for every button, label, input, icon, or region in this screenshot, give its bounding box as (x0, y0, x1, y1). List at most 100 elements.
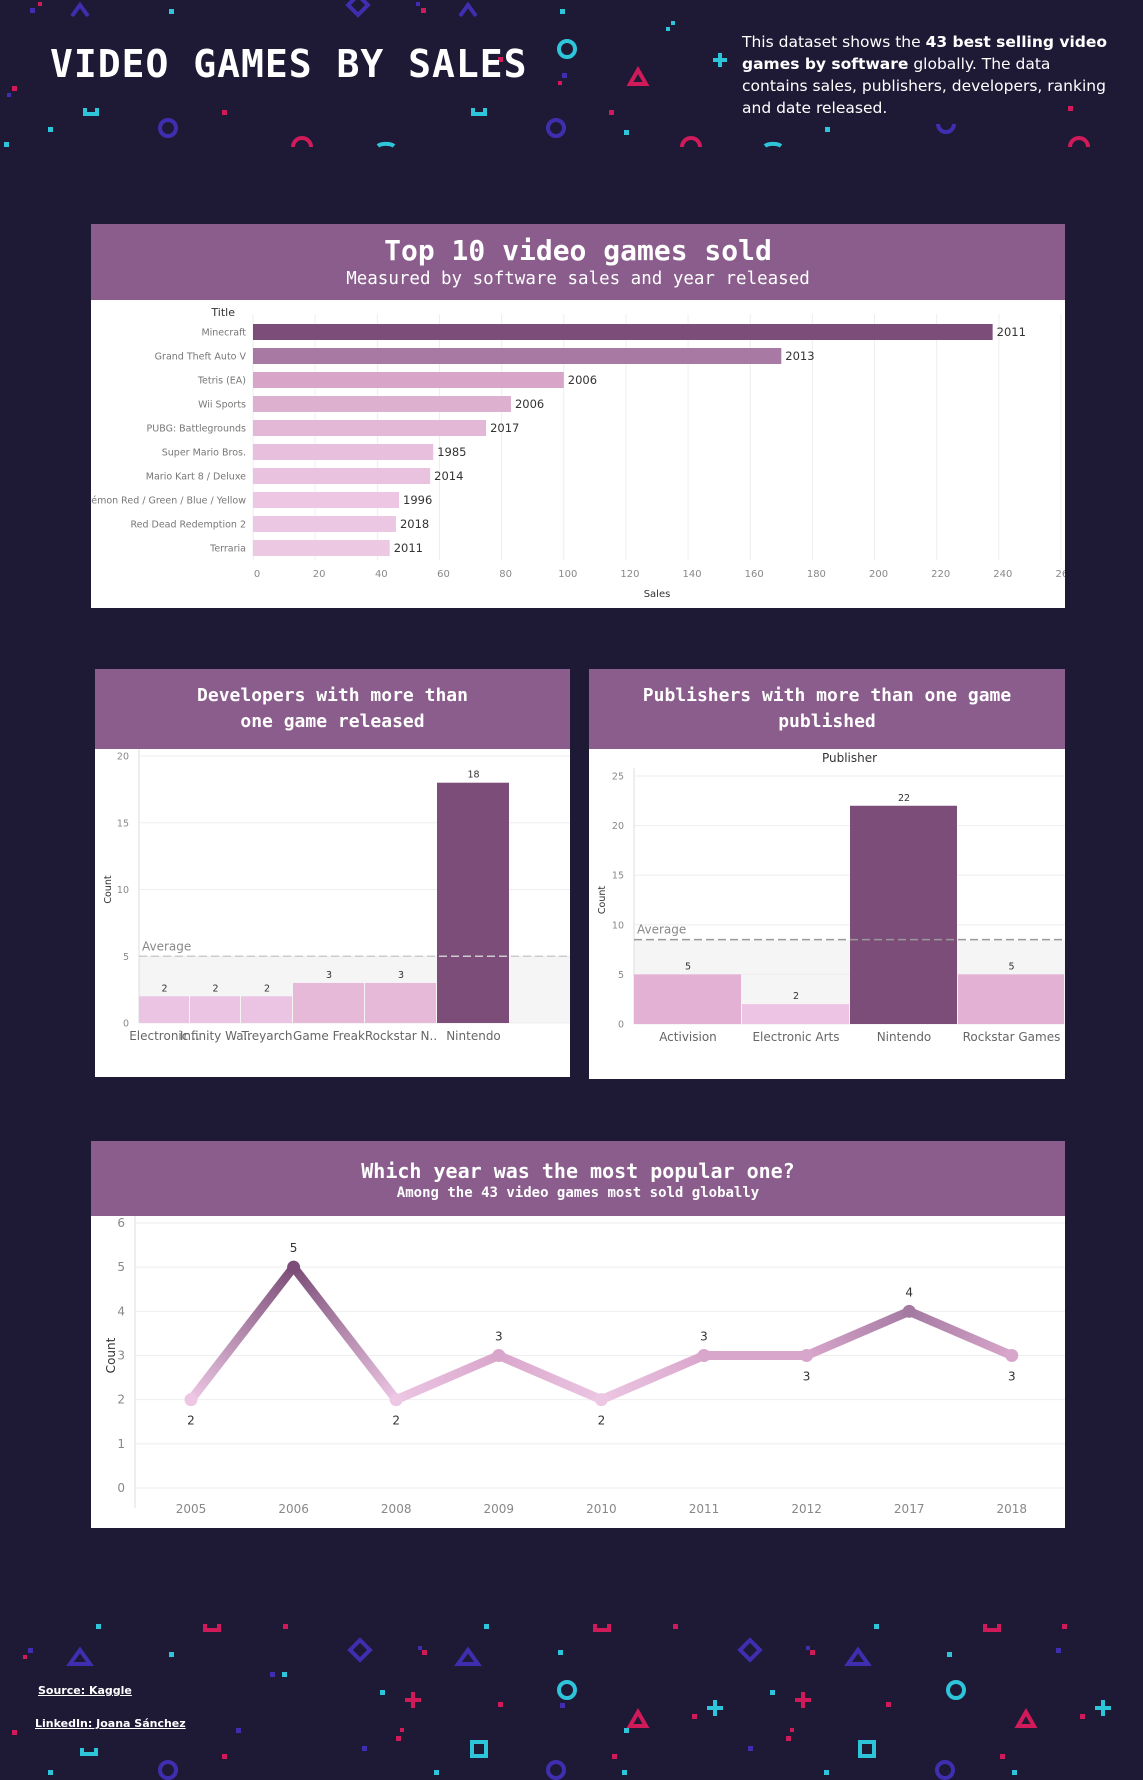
y-axis-title: Count (597, 886, 608, 914)
bar-label-9: 2011 (394, 541, 423, 555)
developers-header: Developers with more than one game relea… (95, 669, 570, 749)
bar-label-0: 2 (161, 983, 167, 994)
developers-panel: Developers with more than one game relea… (95, 669, 570, 1077)
point-label-4: 2 (598, 1414, 606, 1428)
x-tick-label-8: 2018 (997, 1502, 1028, 1516)
developers-chart: 0 5 10 15 20 Count 2 Electronic .. 2 Infinity Wa.… (103, 749, 570, 1043)
years-panel: Which year was the most popular one? Amo… (91, 1141, 1065, 1528)
category-label-2: Nintendo (877, 1030, 932, 1044)
x-tick-label-3: 2009 (484, 1502, 515, 1516)
publishers-chart: 0 5 10 15 20 25 Count 5 Activision 2 Electronic Ar… (589, 749, 1065, 1044)
category-label-4: Rockstar N.. (365, 1029, 437, 1043)
x-tick-label-8: 160 (745, 569, 764, 580)
bar-label-7: 1996 (403, 493, 432, 507)
point-label-2: 2 (392, 1414, 400, 1428)
line-segment-6 (802, 1306, 914, 1360)
line-segment-7 (904, 1306, 1017, 1360)
bar-4 (253, 420, 487, 436)
bar-5 (437, 782, 509, 1023)
y-tick-label-3: 15 (117, 818, 129, 829)
y-axis-title: Count (104, 1337, 118, 1373)
bar-label-8: 2018 (400, 517, 429, 531)
x-tick-label-1: 20 (313, 569, 326, 580)
line-segment-4 (596, 1351, 709, 1405)
category-label-0: Electronic .. (129, 1029, 200, 1043)
line-segment-0 (186, 1262, 299, 1405)
description-highlight: 43 best selling video games by software (742, 33, 1108, 73)
x-axis-title: Sales (644, 589, 671, 600)
category-label-9: Terraria (209, 544, 246, 555)
dataset-description: This dataset shows the 43 best selling v… (742, 31, 1112, 119)
y-tick-label-1: 5 (123, 952, 129, 963)
category-label-3: Rockstar Games (963, 1030, 1061, 1044)
y-tick-label-3: 15 (612, 871, 624, 882)
y-tick-label-5: 5 (117, 1260, 125, 1274)
bar-label-4: 3 (398, 970, 404, 981)
bar-0 (634, 974, 741, 1024)
bar-2 (850, 805, 957, 1024)
bar-0 (253, 324, 993, 340)
category-label-1: Electronic Arts (752, 1030, 839, 1044)
bar-3 (293, 982, 364, 1023)
y-tick-label-0: 0 (123, 1019, 129, 1030)
years-header: Which year was the most popular one? Amo… (91, 1141, 1065, 1216)
bar-label-1: 2013 (785, 349, 814, 363)
bar-1 (190, 996, 240, 1023)
x-tick-label-0: 0 (254, 569, 260, 580)
description-suffix: globally. The data contains sales, publi… (742, 55, 1106, 117)
x-tick-label-1: 2006 (278, 1502, 309, 1516)
line-segment-2 (391, 1351, 504, 1405)
x-axis-title: Publisher (822, 751, 877, 765)
bar-label-3: 3 (326, 970, 332, 981)
axis-title-backdrop (589, 749, 634, 767)
y-tick-label-4: 20 (117, 752, 129, 763)
bar-1 (253, 348, 782, 364)
point-label-7: 4 (905, 1285, 913, 1299)
category-label-2: Treyarch (241, 1029, 293, 1043)
point-label-6: 3 (803, 1370, 811, 1384)
category-label-7: Pokémon Red / Green / Blue / Yellow (91, 496, 246, 507)
point-4 (594, 1393, 608, 1407)
y-tick-label-5: 25 (612, 772, 624, 783)
bar-label-1: 2 (793, 991, 799, 1002)
y-tick-label-4: 4 (117, 1304, 125, 1318)
top-games-header: Top 10 video games sold Measured by soft… (91, 224, 1065, 300)
bar-label-6: 2014 (434, 469, 463, 483)
point-3 (492, 1349, 506, 1362)
top-games-subtitle: Measured by software sales and year rele… (346, 269, 810, 289)
average-label: Average (142, 939, 191, 953)
y-tick-label-0: 0 (117, 1481, 125, 1495)
category-label-1: Grand Theft Auto V (155, 352, 247, 363)
point-8 (1005, 1349, 1019, 1362)
point-5 (697, 1349, 711, 1362)
x-tick-label-4: 80 (499, 569, 512, 580)
line-segment-1 (289, 1262, 401, 1405)
bar-label-1: 2 (212, 983, 218, 994)
bar-1 (742, 1004, 849, 1024)
bar-label-3: 5 (1008, 961, 1014, 972)
top-games-chart: 0 20 40 60 80 100 120 140 160 180 200 220 240 260 Titl… (91, 306, 1065, 600)
x-tick-label-5: 2011 (689, 1502, 720, 1516)
bar-label-0: 5 (685, 961, 691, 972)
linkedin-link[interactable]: LinkedIn: Joana Sánchez (35, 1717, 186, 1730)
y-tick-label-3: 3 (117, 1349, 125, 1363)
average-label: Average (637, 923, 686, 937)
bar-4 (365, 982, 436, 1023)
bar-2 (253, 372, 564, 388)
bar-3 (958, 974, 1064, 1024)
bar-label-2: 2 (264, 983, 270, 994)
x-tick-label-2: 2008 (381, 1502, 412, 1516)
line-segment-3 (494, 1351, 606, 1405)
publishers-title: Publishers with more than one game publi… (642, 685, 1012, 732)
y-tick-label-2: 10 (117, 885, 129, 896)
publishers-panel: Publishers with more than one game publi… (589, 669, 1065, 1079)
point-label-3: 3 (495, 1330, 503, 1344)
bar-label-5: 1985 (437, 445, 466, 459)
point-label-0: 2 (187, 1414, 195, 1428)
point-1 (287, 1260, 301, 1274)
source-link[interactable]: Source: Kaggle (38, 1684, 132, 1697)
x-tick-label-5: 100 (558, 569, 577, 580)
bar-3 (253, 396, 511, 412)
x-tick-label-3: 60 (437, 569, 450, 580)
x-tick-label-0: 2005 (176, 1502, 207, 1516)
